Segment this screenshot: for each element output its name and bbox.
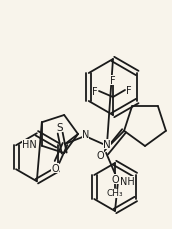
Text: O: O <box>111 174 119 184</box>
Text: O: O <box>51 163 59 173</box>
Text: N: N <box>82 129 89 139</box>
Text: S: S <box>57 123 63 132</box>
Text: F: F <box>92 87 98 97</box>
Text: N: N <box>103 139 111 149</box>
Text: F: F <box>126 86 132 95</box>
Text: O: O <box>96 150 104 160</box>
Text: HN: HN <box>22 139 37 149</box>
Text: NH: NH <box>120 176 135 186</box>
Text: CH₃: CH₃ <box>107 189 123 198</box>
Text: F: F <box>110 76 116 86</box>
